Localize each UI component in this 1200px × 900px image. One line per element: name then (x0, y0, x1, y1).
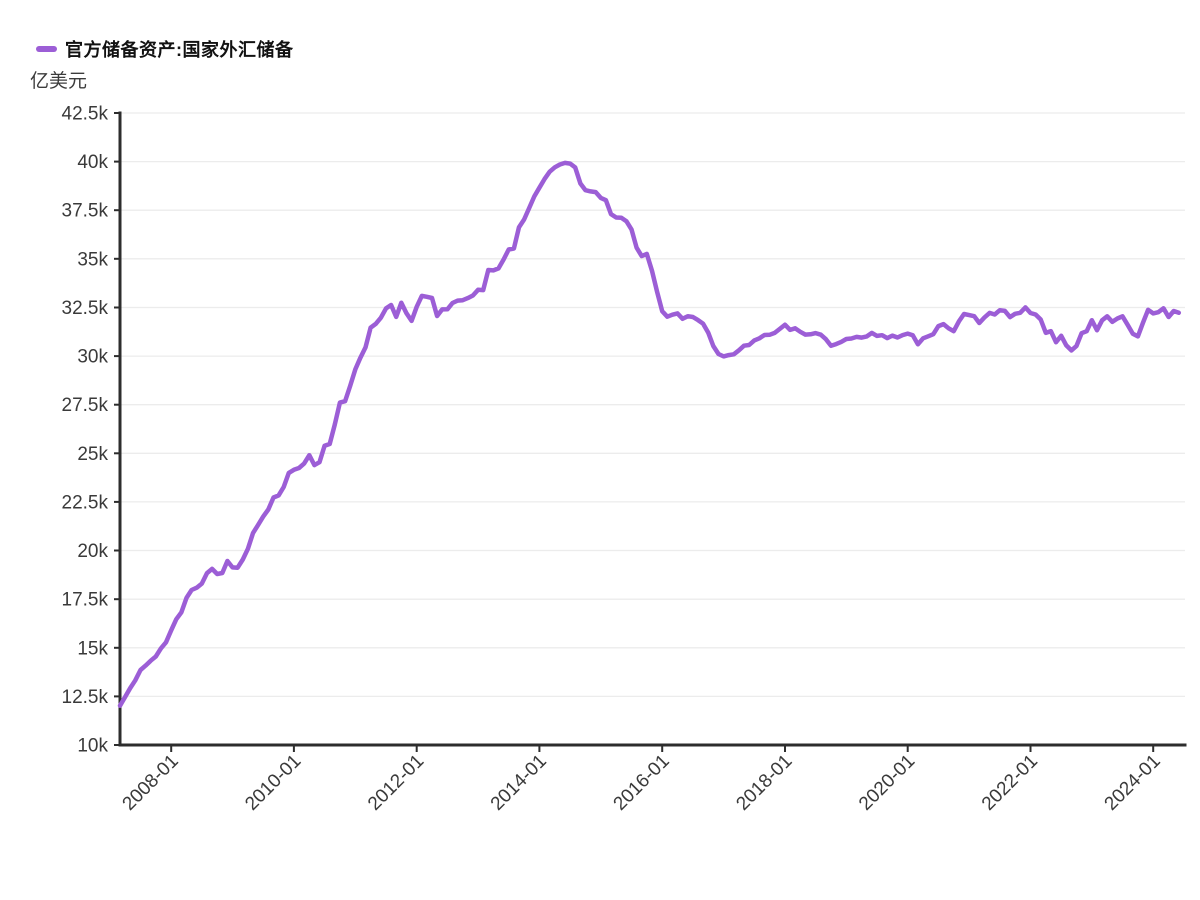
y-tick-label: 32.5k (62, 298, 109, 319)
x-tick-label: 2020-01 (855, 751, 919, 815)
gridlines (120, 112, 1185, 698)
x-tick-label: 2018-01 (732, 751, 796, 815)
x-tick-label: 2010-01 (241, 751, 305, 815)
y-tick-label: 40k (77, 152, 108, 173)
y-tick-label: 27.5k (62, 395, 109, 416)
y-tick-label: 30k (77, 347, 108, 368)
series-line[interactable] (117, 160, 1182, 708)
x-tick-label: 2012-01 (364, 751, 428, 815)
x-tick-label: 2024-01 (1101, 751, 1165, 815)
x-tick-label: 2016-01 (610, 751, 674, 815)
legend-line-marker-icon (36, 46, 57, 52)
axis-lines (118, 111, 1187, 747)
y-tick-label: 37.5k (62, 201, 109, 222)
y-tick-label: 25k (77, 444, 108, 465)
y-tick-label: 12.5k (62, 687, 109, 708)
x-tick-label: 2022-01 (978, 751, 1042, 815)
y-tick-label: 10k (77, 736, 108, 757)
x-tick-label: 2008-01 (119, 751, 183, 815)
y-tick-label: 22.5k (62, 492, 109, 513)
y-tick-label: 42.5k (62, 104, 109, 125)
y-tick-label: 20k (77, 541, 108, 562)
legend-item[interactable]: 官方储备资产:国家外汇储备 (36, 38, 294, 60)
y-axis-unit-label: 亿美元 (30, 71, 88, 92)
y-tick-label: 15k (77, 638, 108, 659)
legend-series-label: 官方储备资产:国家外汇储备 (65, 40, 294, 60)
y-tick-label: 35k (77, 249, 108, 270)
y-axis: 10k 12.5k 15k 17.5k 20k 22.5k 25k 27.5k 30k 32.5k… (62, 104, 120, 757)
x-axis: 2008-01 2010-01 2012-01 2014-01 2016-01 2018-… (119, 745, 1165, 815)
y-tick-label: 17.5k (62, 590, 109, 611)
x-tick-label: 2014-01 (487, 751, 551, 815)
